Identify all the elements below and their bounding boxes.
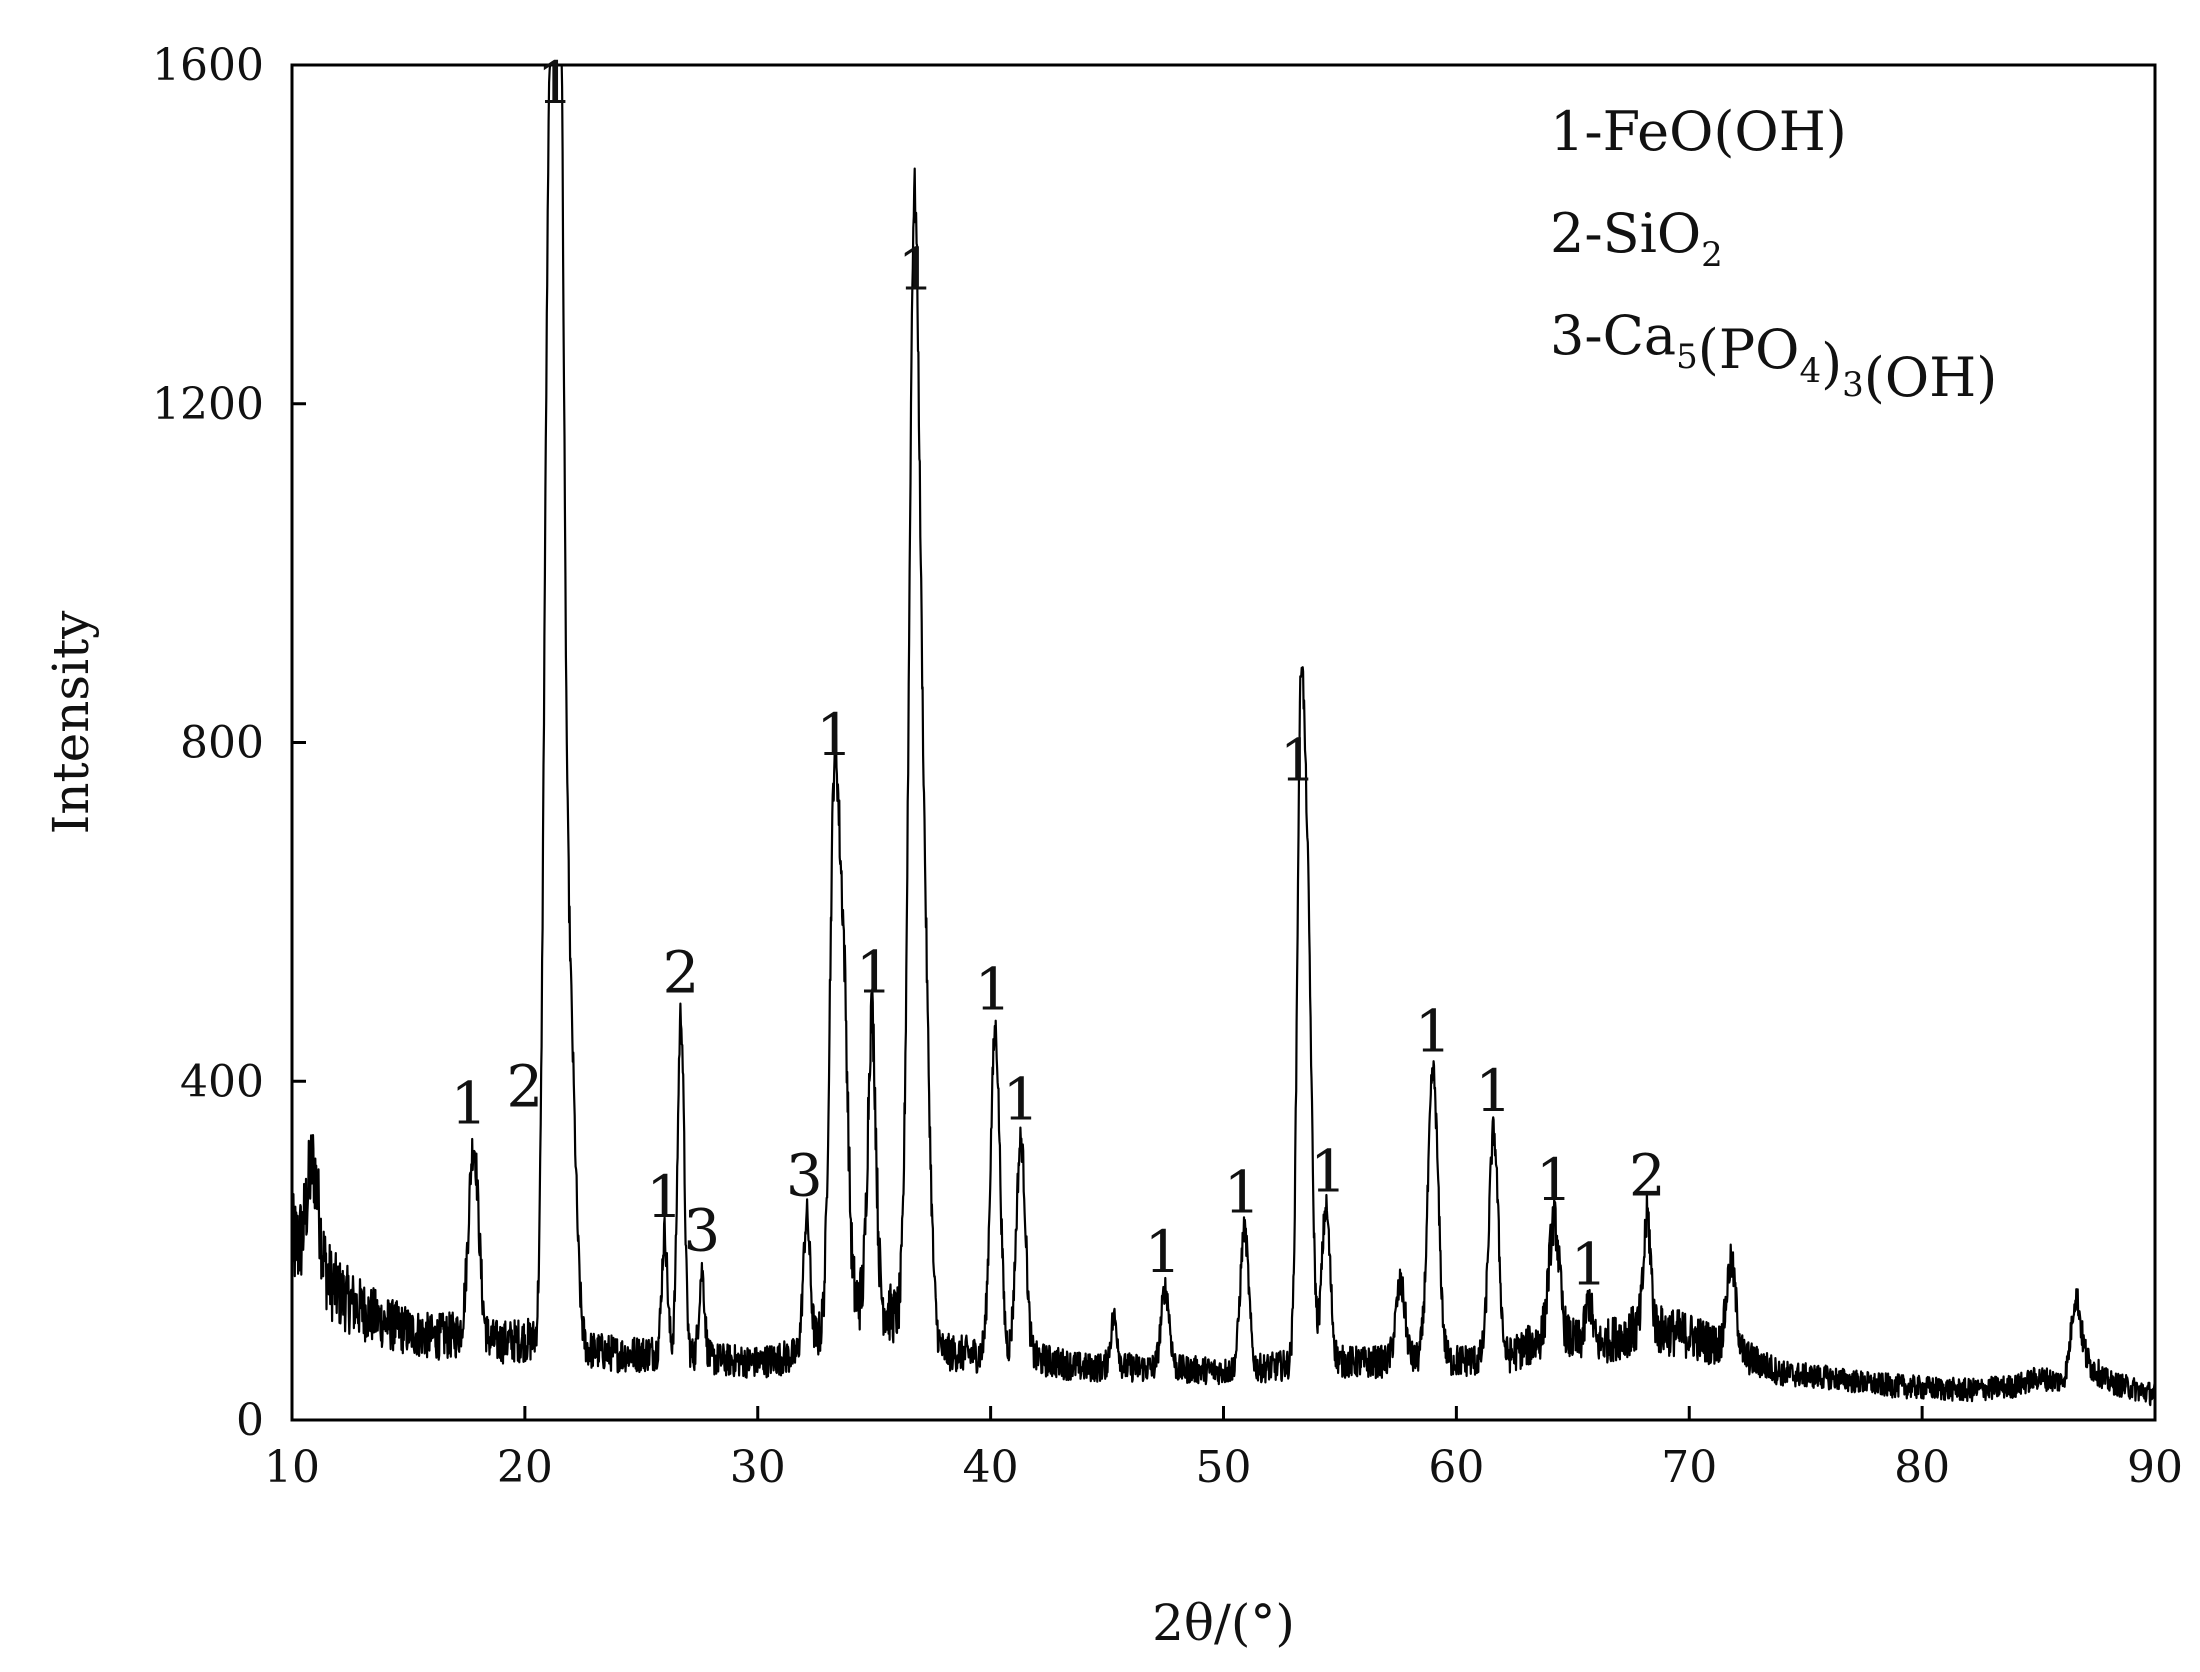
peak-label: 1	[1280, 727, 1317, 795]
x-tick-label: 40	[963, 1442, 1019, 1493]
peak-label: 1	[1144, 1218, 1181, 1286]
peak-label: 2	[1629, 1142, 1666, 1210]
y-axis-title: Intensity	[42, 610, 100, 835]
y-tick-label: 1200	[152, 379, 264, 430]
spectrum-line	[290, 63, 2157, 1407]
peak-label: 1	[1536, 1146, 1573, 1214]
peak-labels: 111 12 1 111 11 21 33 1 1 1 21 1	[451, 49, 1666, 1298]
peak-label: 3	[786, 1142, 823, 1210]
peak-label: 1	[898, 235, 935, 303]
x-tick-label: 30	[730, 1442, 786, 1493]
peak-label: 1	[1475, 1057, 1512, 1125]
peak-label: 1	[975, 955, 1012, 1023]
legend: 1-FeO(OH) 2-SiO2 3-Ca5(PO4)3(OH)	[1550, 100, 1997, 409]
peak-label: 1	[451, 1070, 488, 1138]
peak-label: 1	[1571, 1231, 1608, 1299]
legend-entry: 1-FeO(OH)	[1550, 100, 1847, 163]
y-tick-label: 800	[180, 718, 264, 769]
peak-label: 1	[537, 49, 574, 117]
x-tick-label: 80	[1894, 1442, 1950, 1493]
peak-label: 1	[816, 701, 853, 769]
y-tick-label: 400	[180, 1056, 264, 1107]
peak-label: 1	[1415, 998, 1452, 1066]
x-tick-label: 50	[1196, 1442, 1252, 1493]
x-axis-title: 2θ/(°)	[1152, 1594, 1295, 1652]
y-tick-label: 1600	[152, 40, 264, 91]
peak-label: 1	[1224, 1159, 1261, 1227]
peak-label: 1	[856, 938, 893, 1006]
peak-label: 1	[646, 1163, 683, 1231]
peak-label: 3	[683, 1197, 720, 1265]
peak-label: 1	[1002, 1065, 1039, 1133]
peak-label: 2	[506, 1053, 543, 1121]
legend-entry: 3-Ca5(PO4)3(OH)	[1550, 304, 1997, 409]
peak-label: 1	[1310, 1137, 1347, 1205]
x-axis: 10 20 30 40 50 60 70 80 90	[264, 1406, 2183, 1493]
x-tick-label: 20	[497, 1442, 553, 1493]
peak-label: 2	[662, 938, 699, 1006]
x-tick-label: 90	[2127, 1442, 2183, 1493]
legend-entry: 2-SiO2	[1550, 202, 1723, 275]
x-tick-label: 10	[264, 1442, 320, 1493]
y-axis: 0 400 800 1200 1600	[152, 40, 306, 1446]
x-tick-label: 70	[1661, 1442, 1717, 1493]
x-tick-label: 60	[1428, 1442, 1484, 1493]
y-tick-label: 0	[236, 1395, 264, 1446]
